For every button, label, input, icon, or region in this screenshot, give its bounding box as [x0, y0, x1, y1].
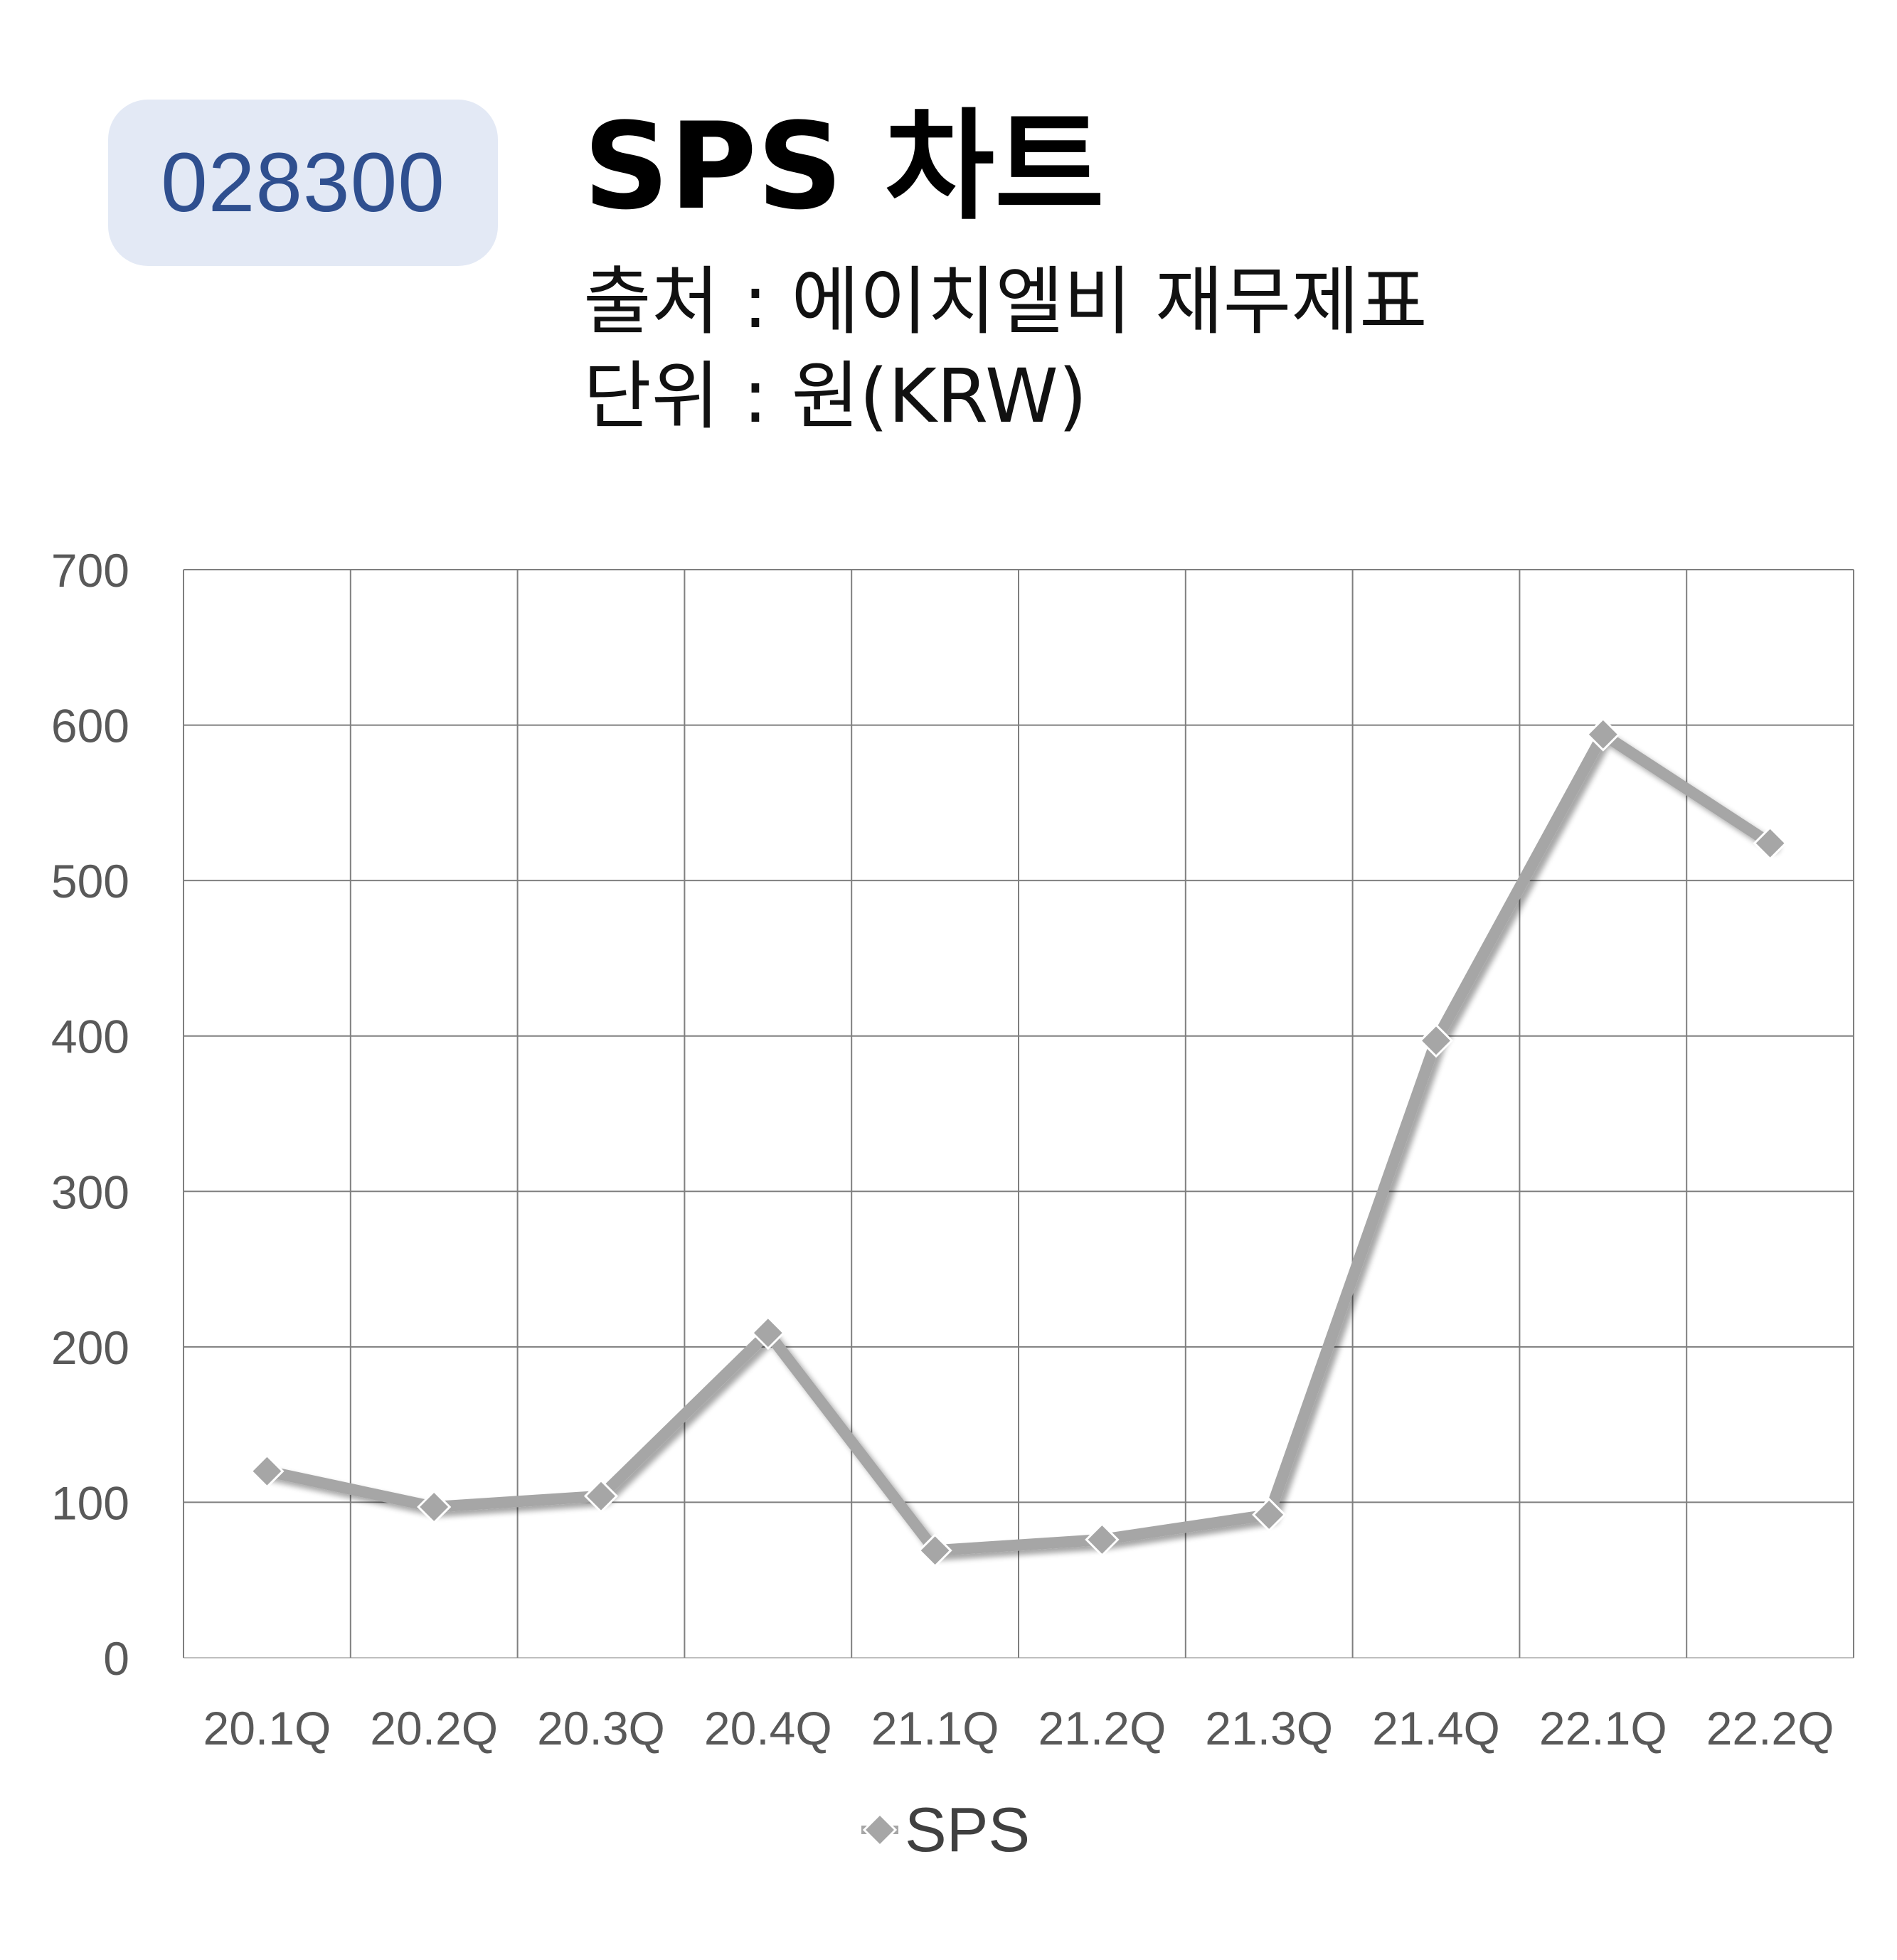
data-point: [750, 1316, 785, 1351]
grid: [183, 569, 1854, 1658]
y-tick-label: 100: [51, 1476, 129, 1529]
y-tick-label: 700: [51, 544, 129, 597]
x-tick-label: 22.1Q: [1539, 1702, 1667, 1754]
data-point: [1085, 1522, 1120, 1557]
series-sps: [250, 717, 1787, 1568]
y-tick-label: 500: [51, 855, 129, 907]
data-point: [918, 1533, 952, 1568]
chart-title: SPS 차트: [583, 97, 1105, 236]
data-point: [1753, 826, 1787, 861]
ticker-code: 028300: [161, 136, 445, 230]
y-tick-label: 0: [103, 1632, 129, 1685]
data-point: [1418, 1023, 1454, 1058]
x-tick-label: 21.1Q: [871, 1702, 999, 1754]
source-label: 출처 : 에이치엘비 재무제표: [583, 258, 1428, 345]
x-tick-label: 20.3Q: [537, 1702, 665, 1754]
x-tick-label: 20.1Q: [203, 1702, 331, 1754]
legend-label: SPS: [905, 1794, 1030, 1865]
x-tick-label: 22.2Q: [1706, 1702, 1834, 1754]
x-tick-label: 21.3Q: [1205, 1702, 1333, 1754]
x-tick-label: 20.4Q: [704, 1702, 832, 1754]
series-line: [261, 728, 1776, 1557]
y-tick-label: 400: [51, 1011, 129, 1063]
x-tick-label: 20.2Q: [370, 1702, 498, 1754]
x-tick-label: 21.4Q: [1372, 1702, 1500, 1754]
y-axis: 0 100 200 300 400 500 600 700: [51, 544, 129, 1685]
unit-label: 단위 : 원(KRW): [583, 353, 1088, 440]
ticker-badge: 028300: [108, 100, 498, 266]
y-tick-label: 600: [51, 700, 129, 752]
data-point: [1585, 717, 1620, 752]
y-tick-label: 200: [51, 1321, 129, 1374]
data-point: [417, 1489, 452, 1525]
x-tick-label: 21.2Q: [1038, 1702, 1167, 1754]
legend-marker: [862, 1812, 898, 1848]
x-axis: 20.1Q 20.2Q 20.3Q 20.4Q 21.1Q 21.2Q 21.3Q 21.4Q…: [203, 1702, 1834, 1754]
data-point: [1252, 1497, 1287, 1533]
data-point: [250, 1454, 285, 1488]
data-point: [583, 1479, 619, 1513]
y-tick-label: 300: [51, 1166, 129, 1218]
legend: SPS: [861, 1794, 1030, 1865]
